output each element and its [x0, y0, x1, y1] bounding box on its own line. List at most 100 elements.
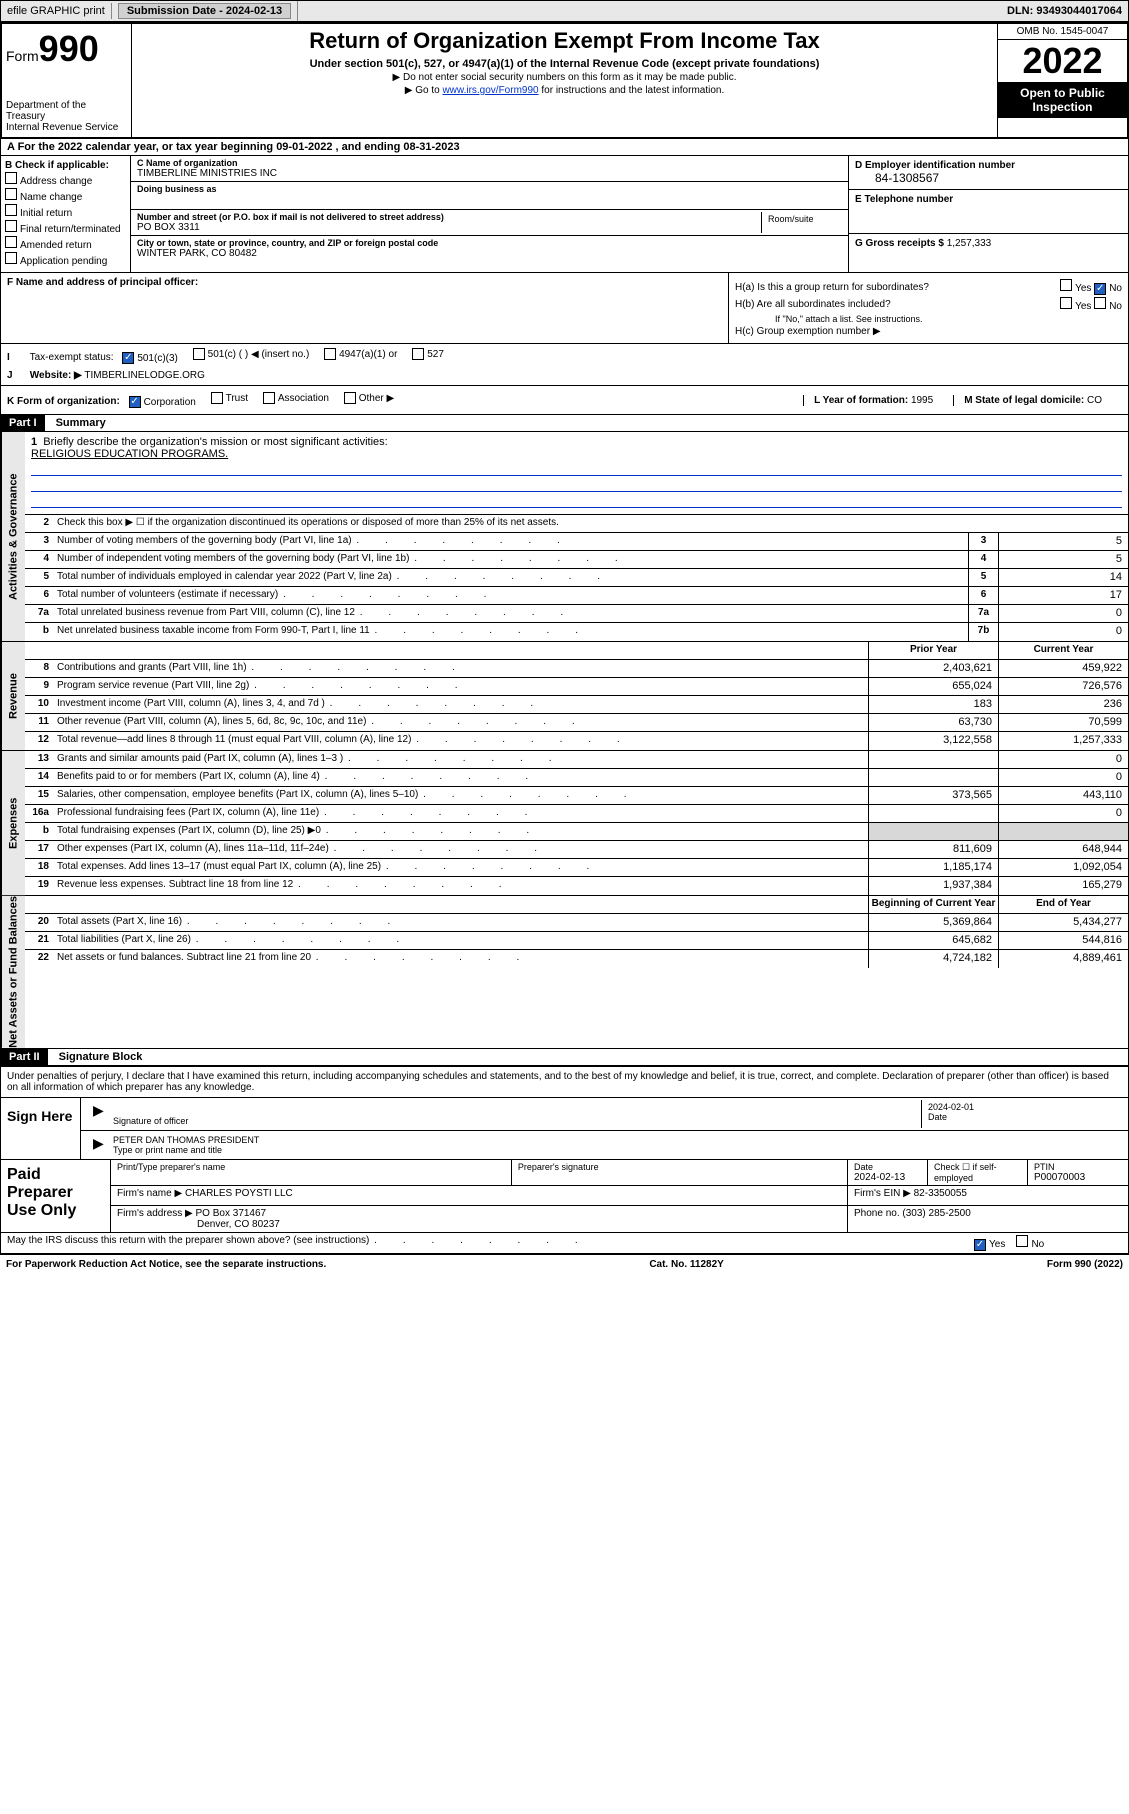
briefly-label: Briefly describe the organization's miss… [43, 436, 387, 448]
part1-title: Summary [48, 417, 106, 429]
officer-label: F Name and address of principal officer: [7, 277, 722, 288]
firm-phone: (303) 285-2500 [902, 1208, 970, 1219]
preparer-block: Paid Preparer Use Only Print/Type prepar… [0, 1160, 1129, 1255]
phone-label: E Telephone number [855, 194, 1122, 205]
check-self[interactable]: Check ☐ if self-employed [928, 1160, 1028, 1185]
line-9: 9Program service revenue (Part VIII, lin… [25, 678, 1128, 696]
firm-addr2: Denver, CO 80237 [117, 1219, 841, 1230]
firm-ein-label: Firm's EIN ▶ [854, 1188, 911, 1199]
hc-label: H(c) Group exemption number ▶ [735, 326, 1122, 337]
section-klm: K Form of organization: ✓Corporation Tru… [0, 386, 1129, 415]
hb-yes[interactable] [1060, 297, 1072, 309]
governance-side-label: Activities & Governance [1, 432, 25, 641]
chk-trust[interactable]: Trust [211, 392, 248, 404]
sig-date-label: Date [928, 1112, 1116, 1122]
website-value: TIMBERLINELODGE.ORG [84, 370, 205, 381]
open-public-badge: Open to Public Inspection [998, 82, 1127, 118]
dba-label: Doing business as [137, 184, 842, 194]
chk-address-change[interactable]: Address change [5, 172, 126, 187]
form-org-label: K Form of organization: [7, 396, 120, 407]
header-left: Form990 Department of the Treasury Inter… [2, 24, 132, 137]
line-1: 1 Briefly describe the organization's mi… [25, 432, 1128, 515]
firm-phone-label: Phone no. [854, 1208, 900, 1219]
prior-year-header: Prior Year [868, 642, 998, 659]
org-name-label: C Name of organization [137, 158, 842, 168]
firm-name: CHARLES POYSTI LLC [185, 1188, 293, 1199]
ha-no[interactable]: ✓ [1094, 283, 1106, 295]
chk-amended[interactable]: Amended return [5, 236, 126, 251]
part2-header-row: Part II Signature Block [0, 1049, 1129, 1066]
line-2: 2 Check this box ▶ ☐ if the organization… [25, 515, 1128, 533]
arrow-icon: ▶ [87, 1100, 107, 1128]
chk-initial-return[interactable]: Initial return [5, 204, 126, 219]
section-h: H(a) Is this a group return for subordin… [728, 273, 1128, 343]
firm-ein: 82-3350055 [914, 1188, 967, 1199]
discuss-no[interactable] [1016, 1235, 1028, 1247]
hb-note: If "No," attach a list. See instructions… [735, 314, 1122, 324]
part2-title: Signature Block [51, 1051, 143, 1063]
addr-label: Number and street (or P.O. box if mail i… [137, 212, 761, 222]
begin-year-header: Beginning of Current Year [868, 896, 998, 913]
section-b-title: B Check if applicable: [5, 160, 126, 171]
line-16a: 16aProfessional fundraising fees (Part I… [25, 805, 1128, 823]
chk-4947[interactable]: 4947(a)(1) or [324, 348, 397, 360]
discuss-yes[interactable]: ✓ [974, 1239, 986, 1251]
ptin-label: PTIN [1034, 1162, 1122, 1172]
officer-value [7, 288, 722, 328]
chk-assoc[interactable]: Association [263, 392, 329, 404]
website-label: Website: ▶ [30, 370, 82, 381]
expenses-side-label: Expenses [1, 751, 25, 895]
ha-label: H(a) Is this a group return for subordin… [735, 282, 1060, 293]
section-ij: I Tax-exempt status: ✓501(c)(3) 501(c) (… [0, 344, 1129, 386]
prep-sig-label: Preparer's signature [518, 1162, 841, 1172]
chk-app-pending[interactable]: Application pending [5, 252, 126, 267]
room-label: Room/suite [762, 212, 842, 233]
expenses-section: Expenses 13Grants and similar amounts pa… [0, 751, 1129, 896]
ein-value: 84-1308567 [855, 171, 1122, 185]
line-6: 6Total number of volunteers (estimate if… [25, 587, 1128, 605]
gross-receipts-value: 1,257,333 [947, 238, 992, 249]
netassets-section: Net Assets or Fund Balances Beginning of… [0, 896, 1129, 1049]
chk-final-return[interactable]: Final return/terminated [5, 220, 126, 235]
tax-year: 2022 [998, 40, 1127, 82]
section-c: C Name of organization TIMBERLINE MINIST… [131, 156, 848, 272]
line-22: 22Net assets or fund balances. Subtract … [25, 950, 1128, 968]
sig-intro: Under penalties of perjury, I declare th… [1, 1067, 1128, 1098]
paid-preparer-label: Paid Preparer Use Only [1, 1160, 111, 1232]
line-14: 14Benefits paid to or for members (Part … [25, 769, 1128, 787]
city-value: WINTER PARK, CO 80482 [137, 248, 842, 259]
hb-no[interactable] [1094, 297, 1106, 309]
sig-officer-label: Signature of officer [113, 1116, 915, 1126]
page-footer: For Paperwork Reduction Act Notice, see … [0, 1255, 1129, 1274]
dept-label: Department of the Treasury [6, 100, 127, 122]
section-b: B Check if applicable: Address change Na… [1, 156, 131, 272]
line-18: 18Total expenses. Add lines 13–17 (must … [25, 859, 1128, 877]
section-a: A For the 2022 calendar year, or tax yea… [0, 139, 1129, 156]
submission-date-button[interactable]: Submission Date - 2024-02-13 [118, 3, 291, 19]
city-label: City or town, state or province, country… [137, 238, 842, 248]
netassets-side-label: Net Assets or Fund Balances [1, 896, 25, 1048]
signature-block: Under penalties of perjury, I declare th… [0, 1066, 1129, 1160]
chk-corp[interactable]: ✓Corporation [129, 396, 196, 408]
block-bcdeg: B Check if applicable: Address change Na… [0, 156, 1129, 273]
ha-yes[interactable] [1060, 279, 1072, 291]
line-7a: 7aTotal unrelated business revenue from … [25, 605, 1128, 623]
chk-other[interactable]: Other ▶ [344, 392, 394, 404]
part1-header-row: Part I Summary [0, 415, 1129, 432]
tax-exempt-label: Tax-exempt status: [30, 352, 114, 363]
ptin-value: P00070003 [1034, 1172, 1122, 1183]
line-15: 15Salaries, other compensation, employee… [25, 787, 1128, 805]
line-20: 20Total assets (Part X, line 16)5,369,86… [25, 914, 1128, 932]
year-formation-label: L Year of formation: [814, 395, 908, 406]
line-12: 12Total revenue—add lines 8 through 11 (… [25, 732, 1128, 750]
chk-name-change[interactable]: Name change [5, 188, 126, 203]
irs-link[interactable]: www.irs.gov/Form990 [442, 85, 538, 96]
part1-badge: Part I [1, 415, 45, 431]
chk-527[interactable]: 527 [412, 348, 444, 360]
form-number: 990 [39, 28, 99, 69]
header-right: OMB No. 1545-0047 2022 Open to Public In… [997, 24, 1127, 137]
hb-label: H(b) Are all subordinates included? [735, 299, 1060, 310]
chk-501c[interactable]: 501(c) ( ) ◀ (insert no.) [193, 348, 310, 360]
chk-501c3[interactable]: ✓501(c)(3) [122, 352, 178, 364]
officer-name: PETER DAN THOMAS PRESIDENT [113, 1135, 1116, 1145]
